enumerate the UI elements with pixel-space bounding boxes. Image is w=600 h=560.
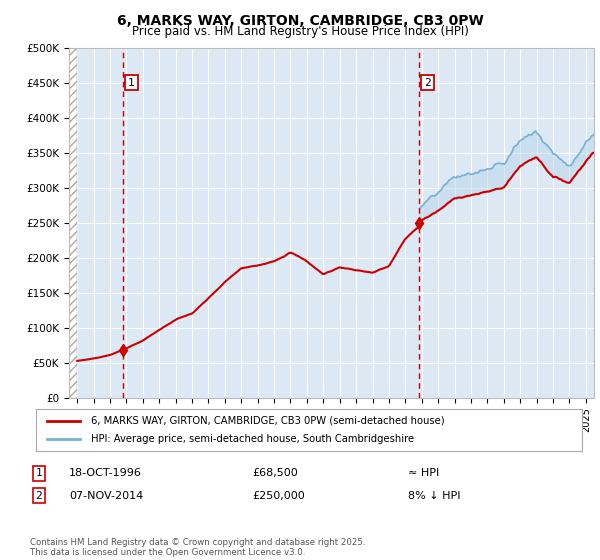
Text: 1: 1 xyxy=(35,468,43,478)
Text: 6, MARKS WAY, GIRTON, CAMBRIDGE, CB3 0PW: 6, MARKS WAY, GIRTON, CAMBRIDGE, CB3 0PW xyxy=(116,14,484,28)
Text: 2: 2 xyxy=(424,78,431,87)
Text: Price paid vs. HM Land Registry's House Price Index (HPI): Price paid vs. HM Land Registry's House … xyxy=(131,25,469,38)
Text: 2: 2 xyxy=(35,491,43,501)
Text: HPI: Average price, semi-detached house, South Cambridgeshire: HPI: Average price, semi-detached house,… xyxy=(91,434,414,444)
Text: 07-NOV-2014: 07-NOV-2014 xyxy=(69,491,143,501)
Text: £68,500: £68,500 xyxy=(252,468,298,478)
Text: ≈ HPI: ≈ HPI xyxy=(408,468,439,478)
Text: £250,000: £250,000 xyxy=(252,491,305,501)
Text: 8% ↓ HPI: 8% ↓ HPI xyxy=(408,491,461,501)
Text: 18-OCT-1996: 18-OCT-1996 xyxy=(69,468,142,478)
Text: 6, MARKS WAY, GIRTON, CAMBRIDGE, CB3 0PW (semi-detached house): 6, MARKS WAY, GIRTON, CAMBRIDGE, CB3 0PW… xyxy=(91,416,444,426)
Text: Contains HM Land Registry data © Crown copyright and database right 2025.
This d: Contains HM Land Registry data © Crown c… xyxy=(30,538,365,557)
Text: 1: 1 xyxy=(128,78,135,87)
